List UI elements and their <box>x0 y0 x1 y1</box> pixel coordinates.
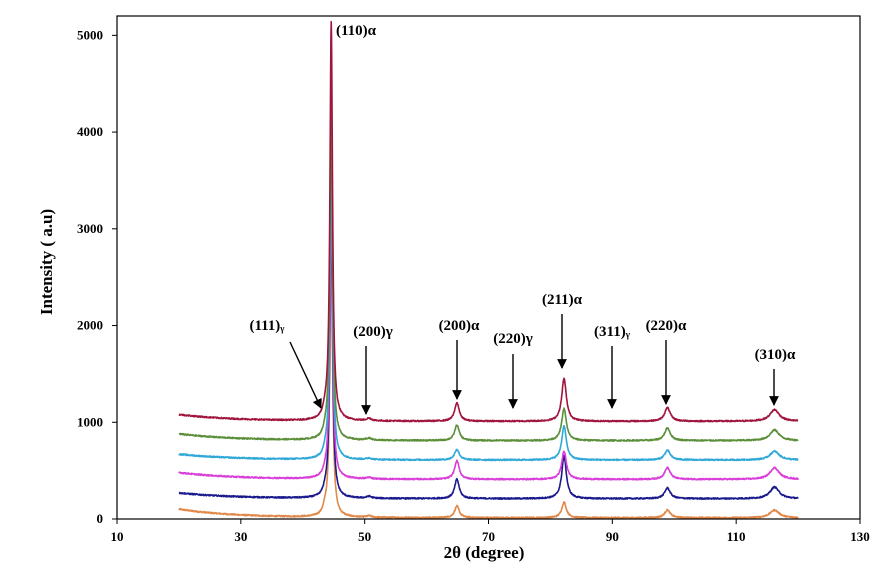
series-layer <box>178 20 799 520</box>
x-axis: 10 30 50 70 90 110 130 <box>111 519 870 544</box>
y-tick-label: 3000 <box>77 221 103 236</box>
peak-label: (200)α <box>439 318 480 334</box>
y-tick-label: 2000 <box>77 318 103 333</box>
y-tick-label: 5000 <box>77 27 103 42</box>
peak-label: (220)α <box>646 318 687 334</box>
y-tick-label: 1000 <box>77 414 103 429</box>
peak-label: (310)α <box>755 347 796 363</box>
series-1 <box>178 235 799 520</box>
x-tick-label: 130 <box>850 529 870 544</box>
series-5 <box>178 100 799 442</box>
y-axis: 0 1000 2000 3000 4000 5000 <box>77 27 117 526</box>
y-tick-label: 0 <box>97 511 104 526</box>
peak-label: (110)α <box>336 23 377 39</box>
series-2 <box>178 207 799 500</box>
peak-label: (111)ᵧ <box>249 318 285 334</box>
x-tick-label: 30 <box>234 529 247 544</box>
peak-arrow <box>289 341 322 409</box>
peak-label: (200)γ <box>353 324 393 340</box>
x-tick-label: 110 <box>727 529 746 544</box>
x-tick-label: 70 <box>482 529 495 544</box>
y-axis-title: Intensity ( a.u) <box>37 209 56 315</box>
series-4 <box>178 149 799 462</box>
peak-label: (220)γ <box>493 331 533 347</box>
series-3 <box>178 187 799 481</box>
x-tick-label: 90 <box>606 529 619 544</box>
x-axis-title: 2θ (degree) <box>444 543 525 562</box>
x-tick-label: 10 <box>111 529 124 544</box>
y-tick-label: 4000 <box>77 124 103 139</box>
peak-annotations: (110)α (111)ᵧ (200)γ (200)α (220)γ (211)α (311… <box>249 23 796 415</box>
peak-label: (311)ᵧ <box>594 324 631 340</box>
peak-label: (211)α <box>542 292 583 308</box>
plot-frame <box>116 15 861 520</box>
series-6 <box>178 20 799 423</box>
x-tick-label: 50 <box>358 529 371 544</box>
